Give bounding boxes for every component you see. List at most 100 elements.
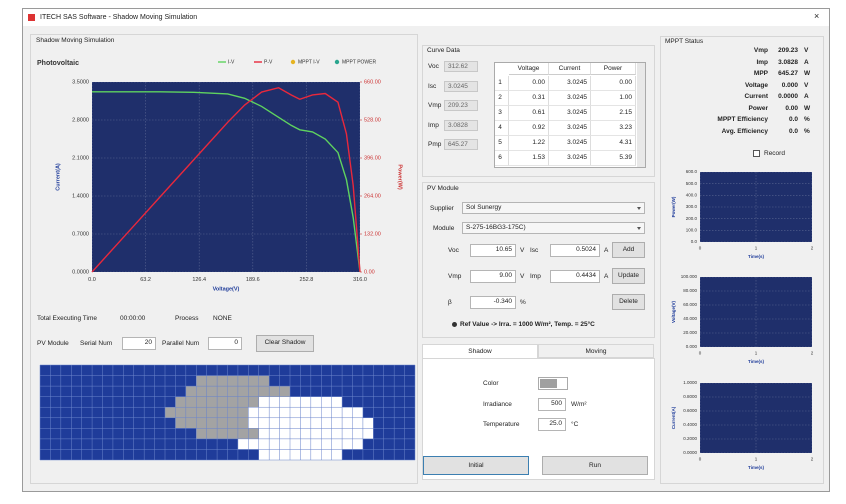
app-icon [28,14,35,21]
serial-input[interactable]: 20 [122,337,156,350]
table-cell: 2 [495,91,509,106]
window-title: ITECH SAS Software - Shadow Moving Simul… [40,14,198,21]
param-input[interactable]: 0.4434 [550,270,600,283]
table-cell: 4 [495,121,509,136]
status-unit: % [804,127,810,135]
parallel-input[interactable]: 0 [208,337,242,350]
param-unit: V [520,273,525,280]
tab[interactable]: Shadow [422,344,538,358]
mppt-title: MPPT Status [665,38,704,45]
status-label: Power [748,104,768,112]
table-header: Current [549,63,591,75]
clear-shadow-button[interactable]: Clear Shadow [256,335,314,352]
field-label: Voc [428,63,439,70]
tab[interactable]: Moving [538,344,654,358]
module-button[interactable]: Delete [612,294,645,310]
param-input[interactable]: -0.340 [470,296,516,309]
ref-note: Ref Value -> Irra. = 1000 W/m², Temp. = … [460,321,595,328]
left-group [30,34,418,484]
ref-radio [452,322,457,327]
field-label: Vmp [428,102,442,109]
curve-group [422,45,655,177]
record-label: Record [764,150,785,157]
status-value: 0.00 [785,104,798,112]
table-cell: 1.22 [509,136,549,151]
table-header: Power [591,63,636,75]
action-button[interactable]: Run [542,456,648,475]
exec-value: 00:00:00 [120,315,146,322]
status-unit: % [804,116,810,123]
param-unit: A [604,273,609,280]
table-cell: 3.0245 [549,151,591,166]
status-label: Voltage [745,81,768,89]
module-label: Module [433,225,455,232]
irradiance-input[interactable]: 500 [538,398,566,411]
record-checkbox[interactable] [753,150,760,157]
field-value: 3.0245 [444,80,478,92]
param-label: Isc [530,247,539,254]
table-cell: 3.23 [591,121,636,136]
status-unit: W [804,104,811,112]
exec-label: Total Executing Time [37,315,97,322]
table-cell: 0.00 [591,76,636,91]
supplier-label: Supplier [430,205,454,212]
status-value: 0.0000 [778,93,798,100]
field-value: 312.62 [444,61,478,72]
table-cell: 0.92 [509,121,549,136]
dropdown-arrow [637,227,641,230]
temperature-label: Temperature [483,421,520,428]
param-input[interactable]: 0.5024 [550,244,600,257]
table-cell: 3.0245 [549,76,591,91]
status-label: MPP [753,70,768,77]
status-label: MPPT Efficiency [717,116,768,123]
param-input[interactable]: 9.00 [470,270,516,283]
module-title: PV Module [427,185,459,192]
parallel-label: Parallel Num [162,340,200,347]
status-value: 3.0828 [778,58,798,66]
status-value: 645.27 [778,70,798,77]
param-label: β [448,299,452,306]
status-value: 0.0 [788,116,798,123]
table-header: Voltage [509,63,549,75]
param-unit: % [520,299,526,306]
mppt-group [660,36,824,484]
status-value: 209.23 [778,47,798,54]
supplier-select[interactable]: Sol Sunergy [462,202,645,214]
action-button[interactable]: Initial [423,456,529,475]
module-select[interactable]: S-275-16BG3-175C) [462,222,645,234]
temperature-unit: °C [571,421,579,428]
param-input[interactable]: 10.65 [470,244,516,257]
table-cell: 1.53 [509,151,549,166]
status-unit: A [804,58,809,66]
process-value: NONE [213,315,232,322]
curve-title: Curve Data [427,47,460,54]
title-bar [23,9,829,26]
field-label: Pmp [428,141,442,148]
close-button[interactable]: × [814,11,820,21]
status-value: 0.0 [788,127,798,135]
module-button[interactable]: Update [612,268,645,284]
pv-module-label: PV Module [37,340,69,347]
table-cell: 5 [495,136,509,151]
status-label: Avg. Efficiency [721,127,768,135]
table-cell: 0.00 [509,76,549,91]
table-cell: 3.0245 [549,136,591,151]
param-label: Voc [448,247,459,254]
table-cell: 0.31 [509,91,549,106]
param-label: Vmp [448,273,462,280]
param-unit: A [604,247,609,254]
temperature-input[interactable]: 25.0 [538,418,566,431]
table-cell: 3.0245 [549,121,591,136]
module-button[interactable]: Add [612,242,645,258]
table-scrollbar [637,63,645,167]
table-cell: 3.0245 [549,106,591,121]
table-cell: 1 [495,76,509,91]
field-label: Isc [428,82,437,90]
status-label: Imp [756,58,768,66]
status-unit: W [804,70,811,77]
field-label: Imp [428,121,439,129]
left-title: Shadow Moving Simulation [36,37,115,44]
status-unit: V [804,47,809,54]
field-value: 209.23 [444,100,478,111]
